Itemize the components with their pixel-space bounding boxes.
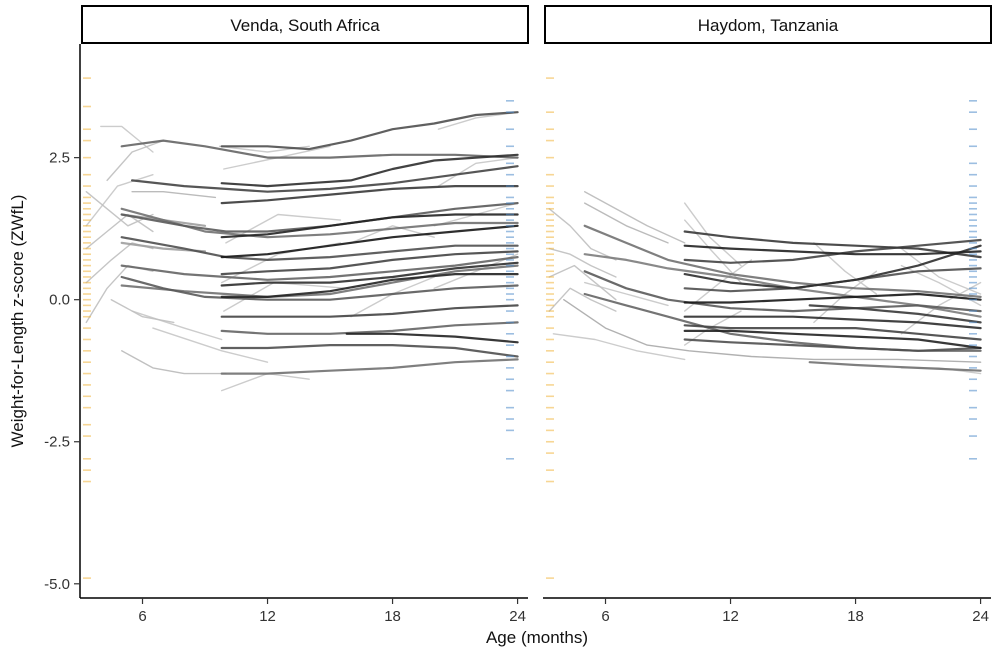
y-axis-title: Weight-for-Length z-score (ZWfL) [8,195,27,448]
trajectory-line-haydom-27 [683,315,982,330]
y-axis-ticks: 2.5 0.0 -2.5 -5.0 [44,150,80,593]
trajectory-line-venda-45 [220,344,519,358]
trajectory-line-venda-7 [110,299,175,324]
trajectory-line-venda-0 [85,191,154,227]
x-tick-label-venda-12: 12 [259,608,276,625]
y-tick-label-2: -2.5 [44,434,70,451]
trajectory-line-venda-37 [120,256,519,281]
trajectory-line-venda-33 [120,207,519,239]
x-tick-label-haydom-18: 18 [847,608,864,625]
trajectory-line-haydom-29 [683,329,982,350]
panel-venda: Venda, South Africa [81,5,529,579]
trajectory-line-haydom-22 [683,238,982,264]
trajectory-line-haydom-31 [683,338,982,352]
trajectory-line-haydom-6 [552,333,686,361]
trajectory-line-venda-8 [152,327,269,363]
x-axis-title: Age (months) [486,628,588,647]
trajectory-line-haydom-5 [584,202,669,244]
trajectory-line-venda-28 [120,139,519,159]
x-tick-label-haydom-24: 24 [972,608,989,625]
trajectory-line-venda-34 [220,224,519,259]
x-axis-ticks: 6 12 18 24 6 12 18 24 [138,598,989,625]
trajectory-line-venda-23 [131,191,217,199]
trajectory-line-haydom-24 [683,267,982,293]
rug-layer-haydom [546,77,977,579]
strip-title-venda: Venda, South Africa [230,16,380,35]
trajectory-line-haydom-2 [548,264,617,301]
x-tick-label-haydom-12: 12 [722,608,739,625]
y-tick-label-3: -5.0 [44,576,70,593]
trajectory-line-venda-6 [85,174,154,227]
trajectory-line-haydom-4 [584,191,686,244]
trajectory-line-haydom-3 [548,287,617,312]
trajectory-line-haydom-15 [900,281,982,335]
y-tick-label-1: 0.0 [49,292,70,309]
trajectory-line-venda-2 [85,242,154,284]
series-layer-venda [85,111,519,392]
trajectory-line-venda-5 [106,139,164,182]
strip-venda [81,5,529,44]
trajectory-line-venda-4 [100,125,154,153]
x-tick-label-haydom-6: 6 [601,608,609,625]
panel-haydom: Haydom, Tanzania [544,5,992,579]
trajectory-line-haydom-23 [683,244,982,290]
trajectory-line-venda-36 [220,250,519,276]
trajectory-line-venda-26 [220,111,519,151]
trajectory-line-venda-1 [85,213,154,250]
strip-title-haydom: Haydom, Tanzania [698,16,839,35]
trajectory-line-venda-14 [225,213,342,244]
trajectory-line-venda-16 [350,225,435,244]
trajectory-line-haydom-1 [548,247,617,278]
trajectory-line-venda-35 [120,236,519,261]
trajectory-line-venda-30 [220,185,519,205]
y-tick-label-0: 2.5 [49,150,70,167]
trajectory-line-haydom-33 [808,304,982,324]
trajectory-line-haydom-8 [684,202,742,267]
x-tick-label-venda-18: 18 [384,608,401,625]
trajectory-line-venda-9 [131,310,223,341]
strip-haydom [544,5,992,44]
x-tick-label-venda-6: 6 [138,608,146,625]
trajectory-line-venda-43 [220,321,519,335]
trajectory-line-venda-42 [220,304,519,318]
trajectory-line-haydom-32 [583,253,982,318]
trajectory-line-haydom-25 [683,292,982,304]
trajectory-line-venda-44 [345,332,519,344]
trajectory-line-haydom-7 [584,281,669,307]
trajectory-line-haydom-18 [563,299,982,363]
trajectory-line-venda-22 [121,350,227,375]
trajectory-line-venda-41 [120,275,519,301]
trajectory-line-haydom-16 [900,247,982,295]
trajectory-line-haydom-26 [583,270,982,313]
trajectory-line-venda-38 [220,261,519,287]
trajectory-line-haydom-10 [684,219,742,284]
trajectory-line-haydom-21 [683,244,982,256]
trajectory-line-haydom-0 [548,208,617,261]
trajectory-line-venda-39 [120,264,519,298]
trajectory-line-haydom-19 [583,224,982,298]
trajectory-line-venda-31 [120,202,519,233]
trajectory-line-venda-27 [220,153,519,188]
x-tick-label-venda-24: 24 [509,608,526,625]
trajectory-line-venda-13 [221,372,310,392]
trajectory-line-haydom-28 [683,324,982,341]
trajectory-line-venda-32 [220,213,519,239]
trajectory-line-venda-29 [131,165,519,193]
trajectory-line-haydom-20 [683,230,982,259]
trajectory-line-venda-40 [220,273,519,298]
trajectory-line-haydom-34 [808,361,982,372]
rug-layer-venda [83,77,514,579]
trajectory-line-venda-19 [437,156,519,187]
trajectory-line-venda-46 [220,358,519,375]
series-layer-haydom [548,191,982,375]
